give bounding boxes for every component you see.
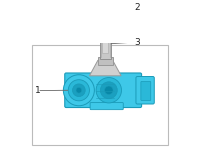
- FancyBboxPatch shape: [102, 32, 108, 53]
- FancyBboxPatch shape: [98, 57, 113, 65]
- Circle shape: [68, 80, 89, 101]
- FancyBboxPatch shape: [100, 25, 111, 59]
- FancyBboxPatch shape: [136, 77, 154, 104]
- Text: 1: 1: [35, 86, 41, 95]
- Circle shape: [105, 86, 113, 95]
- FancyBboxPatch shape: [141, 81, 151, 101]
- Circle shape: [63, 75, 94, 106]
- Circle shape: [100, 82, 117, 99]
- Text: 3: 3: [135, 38, 140, 47]
- Circle shape: [96, 78, 121, 103]
- FancyBboxPatch shape: [90, 103, 123, 110]
- FancyBboxPatch shape: [65, 73, 142, 107]
- Ellipse shape: [98, 11, 113, 16]
- Circle shape: [73, 84, 85, 97]
- Polygon shape: [89, 60, 121, 76]
- FancyBboxPatch shape: [97, 12, 114, 26]
- Text: 2: 2: [135, 3, 140, 12]
- Circle shape: [76, 87, 82, 93]
